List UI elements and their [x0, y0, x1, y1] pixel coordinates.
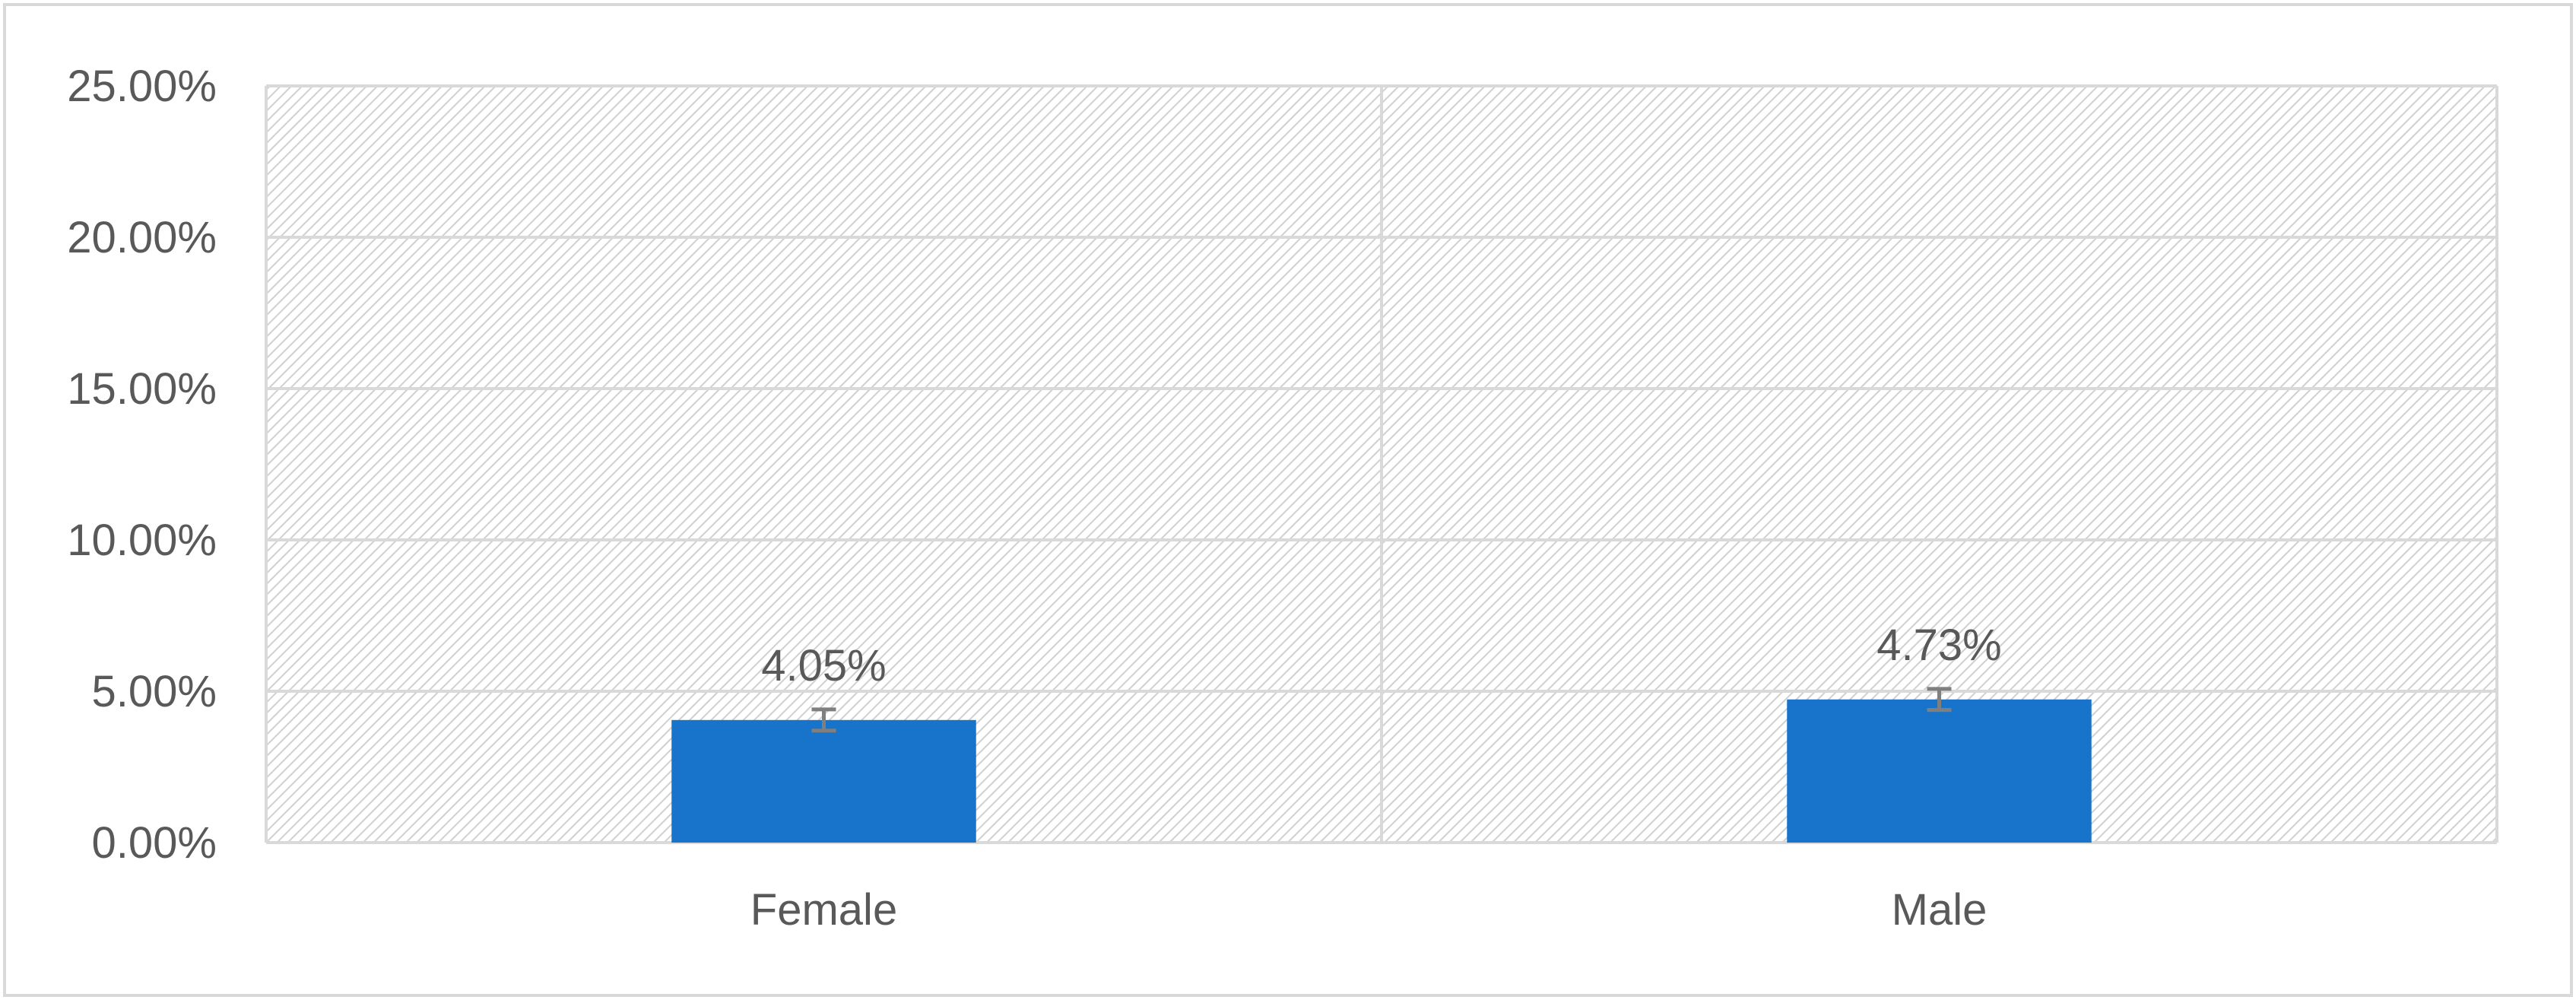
x-tick-label-male: Male	[1892, 885, 1988, 935]
bars	[671, 687, 2092, 843]
y-tick-label: 15.00%	[67, 364, 217, 414]
y-axis: 0.00% 5.00% 10.00% 15.00% 20.00% 25.00%	[67, 62, 217, 868]
bar-male	[1787, 699, 2092, 843]
data-label-female: 4.05%	[761, 641, 886, 690]
gridlines	[265, 84, 2498, 844]
x-tick-label-female: Female	[750, 885, 897, 935]
bar-female	[671, 719, 976, 843]
y-tick-label: 5.00%	[92, 667, 217, 716]
error-bar-female	[811, 707, 836, 733]
chart-outer-border	[3, 3, 2573, 997]
y-tick-label: 20.00%	[67, 213, 217, 262]
y-tick-label: 25.00%	[67, 62, 217, 111]
y-tick-label: 0.00%	[92, 818, 217, 868]
labels: 4.05% Female 4.73% Male	[750, 621, 2002, 935]
error-bar-male	[1927, 687, 1952, 713]
y-tick-label: 10.00%	[67, 516, 217, 565]
data-label-male: 4.73%	[1876, 621, 2001, 670]
